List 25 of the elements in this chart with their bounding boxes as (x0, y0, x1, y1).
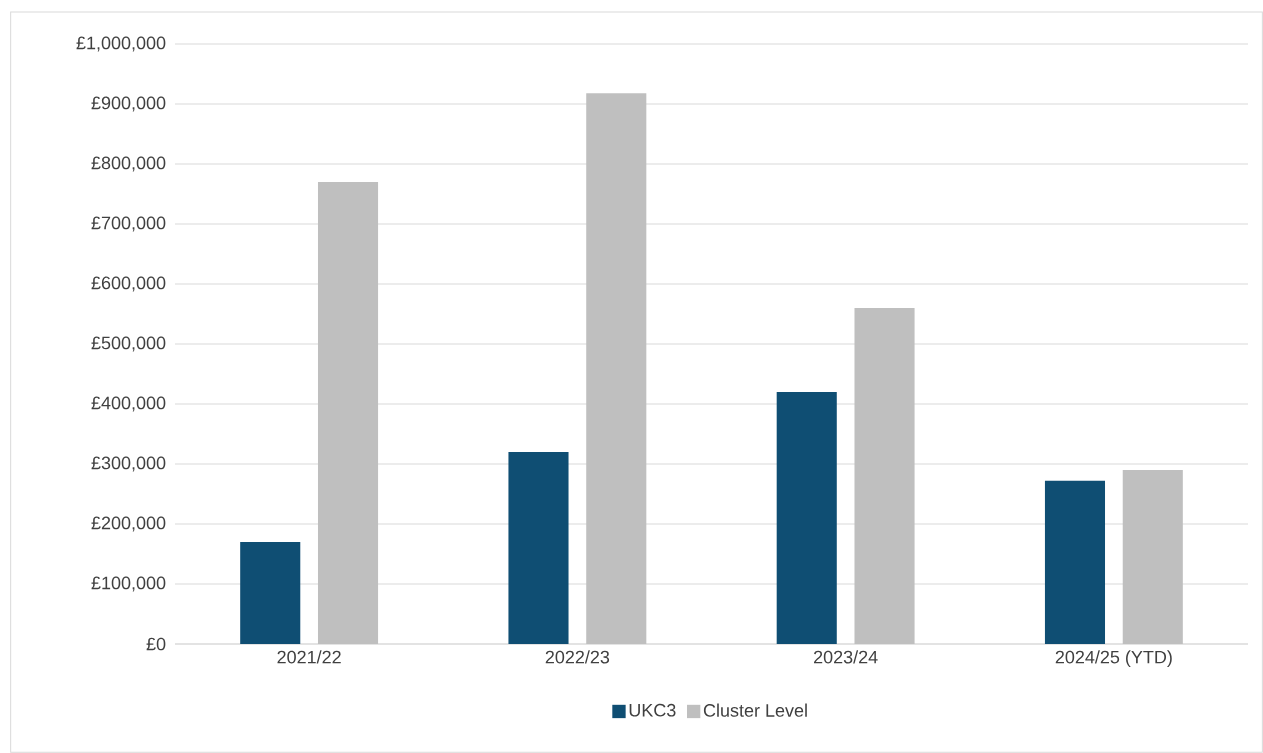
x-tick-label: 2023/24 (814, 650, 878, 664)
legend-label: Cluster Level (703, 703, 807, 717)
bar (508, 452, 569, 644)
x-tick-label: 2021/22 (277, 650, 341, 664)
y-tick-label: £100,000 (91, 576, 166, 592)
x-tick-label: 2022/23 (545, 650, 610, 664)
bar (240, 542, 301, 644)
bar (1122, 470, 1183, 644)
y-tick-label: £300,000 (91, 456, 166, 472)
y-tick-label: £1,000,000 (76, 36, 166, 52)
x-tick-label: 2024/25 (YTD) (1055, 650, 1172, 668)
y-tick-label: £200,000 (91, 516, 166, 532)
y-tick-label: £900,000 (91, 96, 166, 112)
bar (586, 93, 647, 644)
y-tick-label: £500,000 (91, 336, 166, 352)
bar (317, 181, 379, 644)
y-tick-label: £600,000 (91, 276, 166, 292)
y-tick-label: £800,000 (91, 156, 166, 172)
y-tick-label: £400,000 (91, 396, 166, 412)
bar (776, 392, 837, 644)
y-tick-label: £700,000 (91, 216, 166, 232)
bar (854, 307, 915, 644)
bar (1044, 480, 1106, 644)
y-tick-label: £0 (146, 637, 166, 651)
legend-label: UKC3 (629, 703, 676, 717)
